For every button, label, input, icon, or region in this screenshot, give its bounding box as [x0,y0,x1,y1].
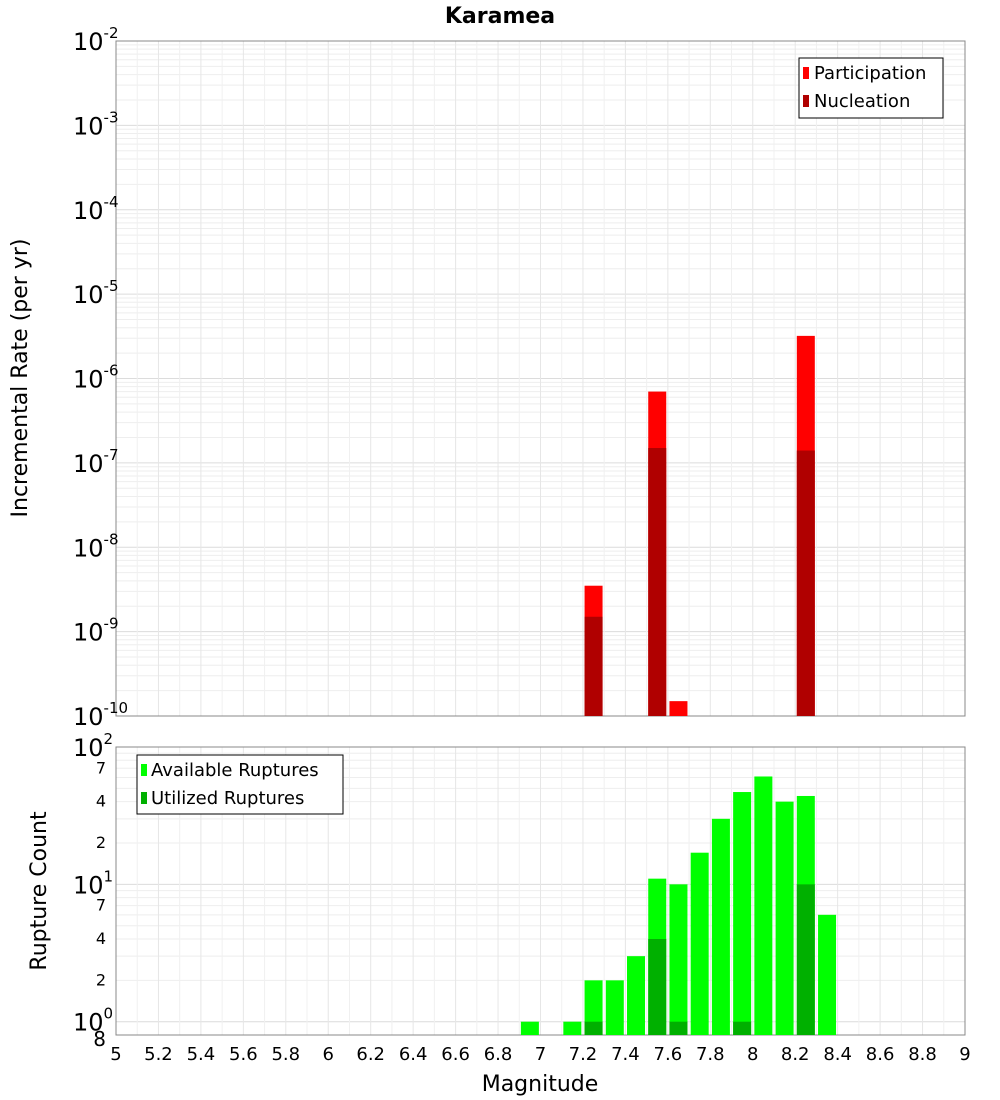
utilized-ruptures-bar [669,1021,688,1035]
nucleation-bar [584,616,603,716]
available-ruptures-bar [627,956,646,1035]
x-tick-label: 7.6 [654,1044,683,1065]
bottom-y-tick-label: 100 [73,1005,113,1037]
available-ruptures-bar [605,980,624,1035]
available-ruptures-bar [563,1021,582,1035]
bottom-plot: 100 101 102 8 2 4 7 2 4 7 5 5.2 5.4 5.6 5.8 6 6.2 6.4 6.6… [27,730,971,1097]
bottom-y-tick-label: 102 [73,730,113,762]
bottom-bars [520,776,837,1035]
top-y-tick-label: 10-6 [73,362,119,394]
bottom-plot-frame [115,746,966,1036]
legend-swatch-utilized [141,792,147,804]
x-tick-label: 8.4 [823,1044,852,1065]
top-y-tick-label: 10-8 [73,530,119,562]
x-tick-label: 6.6 [441,1044,470,1065]
participation-bar [669,701,688,716]
bottom-y-minor-tick-label: 4 [96,792,106,811]
utilized-ruptures-bar [796,884,815,1035]
x-tick-label: 8.6 [866,1044,895,1065]
x-tick-label: 7.8 [696,1044,725,1065]
bottom-y-tick-label: 101 [73,867,113,899]
available-ruptures-bar [754,776,773,1035]
top-y-tick-label: 10-2 [73,24,119,56]
nucleation-bar [648,448,667,716]
x-tick-label: 6.4 [399,1044,428,1065]
available-ruptures-bar [584,980,603,1035]
top-y-tick-labels: 10-10 10-9 10-8 10-7 10-6 10-5 10-4 10-3 10-2 [73,24,128,731]
x-tick-label: 5.4 [187,1044,216,1065]
available-ruptures-bar [520,1021,539,1035]
available-ruptures-bar [669,884,688,1035]
nucleation-bar [796,450,815,716]
legend-label-available: Available Ruptures [151,760,319,781]
legend-label-utilized: Utilized Ruptures [151,788,304,809]
x-tick-label: 5.6 [229,1044,258,1065]
available-ruptures-bar [690,852,709,1035]
x-tick-label: 5.8 [271,1044,300,1065]
top-plot-frame [115,40,966,717]
x-tick-label: 8.8 [908,1044,937,1065]
utilized-ruptures-bar [733,1021,752,1035]
top-legend-box [798,57,944,119]
top-y-tick-label: 10-5 [73,277,119,309]
top-y-tick-label: 10-4 [73,193,119,225]
x-tick-label: 7 [535,1044,546,1065]
utilized-ruptures-bar [584,1021,603,1035]
top-legend: Participation Nucleation [798,57,944,119]
legend-swatch-available [141,764,147,776]
x-axis-label: Magnitude [482,1072,599,1097]
available-ruptures-bar [711,818,730,1035]
top-y-tick-label: 10-9 [73,615,119,647]
bottom-y-minor-tick-label: 7 [96,896,106,915]
top-y-tick-label: 10-3 [73,108,119,140]
x-tick-label: 7.4 [611,1044,640,1065]
bottom-y-minor-tick-label: 8 [93,1027,106,1051]
x-tick-label: 8 [747,1044,758,1065]
bottom-y-minor-tick-label: 4 [96,929,106,948]
x-tick-label: 6.2 [356,1044,385,1065]
bottom-y-minor-tick-label: 2 [96,970,106,989]
top-y-tick-label: 10-10 [73,699,128,731]
available-ruptures-bar [775,801,794,1035]
bottom-legend-box [136,754,344,815]
top-bars [584,335,815,716]
bottom-y-axis-label: Rupture Count [27,811,52,971]
bottom-y-minor-tick-label: 7 [96,758,106,777]
top-y-tick-label: 10-7 [73,446,119,478]
legend-label-nucleation: Nucleation [814,91,910,112]
chart-title: Karamea [445,4,555,29]
available-ruptures-bar [733,792,752,1035]
available-ruptures-bar [818,914,837,1035]
top-plot: 10-10 10-9 10-8 10-7 10-6 10-5 10-4 10-3 10-2 In… [8,24,966,731]
x-tick-label: 5 [110,1044,121,1065]
x-tick-label: 7.2 [569,1044,598,1065]
bottom-y-tick-labels: 100 101 102 8 2 4 7 2 4 7 [73,730,113,1051]
bottom-y-minor-tick-label: 2 [96,833,106,852]
top-y-axis-label: Incremental Rate (per yr) [8,239,33,518]
legend-label-participation: Participation [814,63,926,84]
x-tick-label: 8.2 [781,1044,810,1065]
legend-swatch-nucleation [803,95,809,107]
bottom-legend: Available Ruptures Utilized Ruptures [136,754,344,815]
x-tick-label: 6.8 [484,1044,513,1065]
top-grid [115,41,966,717]
x-tick-label: 9 [959,1044,970,1065]
legend-swatch-participation [803,67,809,79]
x-tick-labels: 5 5.2 5.4 5.6 5.8 6 6.2 6.4 6.6 6.8 7 7.2 7.4 7.6 7.8 8… [110,1044,970,1065]
utilized-ruptures-bar [648,939,667,1035]
x-tick-label: 6 [323,1044,334,1065]
x-tick-label: 5.2 [144,1044,173,1065]
